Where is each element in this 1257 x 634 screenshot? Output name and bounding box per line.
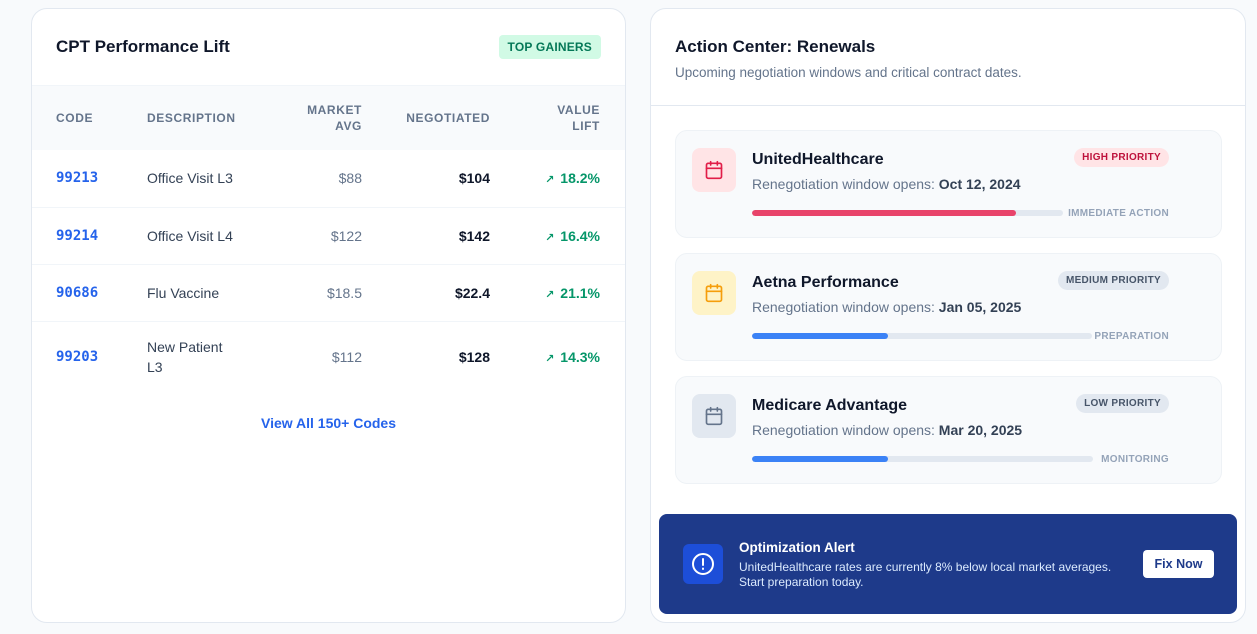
renegotiation-window: Renegotiation window opens: Oct 12, 2024 <box>752 176 1021 192</box>
lift-percent: 14.3% <box>560 349 600 366</box>
calendar-icon <box>692 271 736 315</box>
negotiated-value: $128 <box>458 349 490 366</box>
alert-message: UnitedHealthcare rates are currently 8% … <box>739 560 1112 589</box>
trend-up-icon: ↗ <box>545 353 555 366</box>
calendar-icon <box>692 148 736 192</box>
progress-bar <box>752 333 1092 339</box>
progress-fill <box>752 333 888 339</box>
calendar-icon <box>692 394 736 438</box>
progress-bar <box>752 456 1093 462</box>
column-header-market-avg[interactable]: MARKET AVG <box>307 103 362 133</box>
cpt-description: Office Visit L4 <box>147 207 262 265</box>
column-header-negotiated[interactable]: NEGOTIATED <box>406 111 490 125</box>
cpt-description: Flu Vaccine <box>147 264 262 322</box>
table-row[interactable]: 99203 New Patient L3 $112 $128 ↗ 14.3% <box>32 321 625 393</box>
payer-name: Medicare Advantage <box>752 397 908 414</box>
payer-name: Aetna Performance <box>752 274 899 291</box>
cpt-card-title: CPT Performance Lift <box>56 37 230 56</box>
table-row[interactable]: 90686 Flu Vaccine $18.5 $22.4 ↗ 21.1% <box>32 264 625 322</box>
cpt-description: New Patient L3 <box>147 339 223 376</box>
column-header-value-lift[interactable]: VALUE LIFT <box>557 103 600 133</box>
progress-fill <box>752 210 1017 216</box>
renegotiation-date: Mar 20, 2025 <box>938 422 1023 438</box>
fix-now-button[interactable]: Fix Now <box>1143 550 1214 578</box>
market-avg-value: $122 <box>262 207 362 265</box>
renewal-item-aetna[interactable]: Aetna Performance Renegotiation window o… <box>675 253 1222 361</box>
renewal-item-unitedhealthcare[interactable]: UnitedHealthcare Renegotiation window op… <box>675 130 1222 238</box>
cpt-code[interactable]: 99213 <box>32 150 147 208</box>
column-header-code[interactable]: CODE <box>56 111 94 125</box>
cpt-table-header: CODE DESCRIPTION MARKET AVG NEGOTIATED V… <box>32 86 625 150</box>
optimization-alert: Optimization Alert UnitedHealthcare rate… <box>659 514 1237 614</box>
payer-name: UnitedHealthcare <box>752 151 884 168</box>
renegotiation-window: Renegotiation window opens: Jan 05, 2025 <box>752 299 1022 315</box>
table-row[interactable]: 99213 Office Visit L3 $88 $104 ↗ 18.2% <box>32 150 625 208</box>
column-header-description[interactable]: DESCRIPTION <box>147 111 236 125</box>
priority-badge: HIGH PRIORITY <box>1074 148 1169 167</box>
progress-bar <box>752 210 1063 216</box>
renewals-card-subtitle: Upcoming negotiation windows and critica… <box>675 65 1022 80</box>
market-avg-value: $88 <box>262 150 362 208</box>
market-avg-value: $18.5 <box>262 264 362 322</box>
view-all-codes-link[interactable]: View All 150+ Codes <box>260 415 396 431</box>
renegotiation-date: Oct 12, 2024 <box>938 176 1021 192</box>
lift-percent: 16.4% <box>560 227 600 244</box>
status-label: IMMEDIATE ACTION <box>1068 208 1169 219</box>
renewals-card: Action Center: Renewals Upcoming negotia… <box>650 8 1246 623</box>
priority-badge: MEDIUM PRIORITY <box>1057 271 1169 290</box>
negotiated-value: $142 <box>362 207 490 265</box>
value-lift: ↗ 16.4% <box>490 207 625 265</box>
negotiated-value: $104 <box>362 150 490 208</box>
cpt-description: Office Visit L3 <box>147 150 262 208</box>
renewal-item-medicare[interactable]: Medicare Advantage Renegotiation window … <box>675 376 1222 484</box>
alert-circle-icon <box>683 544 723 584</box>
top-gainers-badge: TOP GAINERS <box>498 35 601 59</box>
trend-up-icon: ↗ <box>545 174 555 187</box>
table-row[interactable]: 99214 Office Visit L4 $122 $142 ↗ 16.4% <box>32 207 625 265</box>
value-lift: ↗ 21.1% <box>490 264 625 322</box>
value-lift: ↗ 14.3% <box>490 321 625 393</box>
priority-badge: LOW PRIORITY <box>1076 394 1169 413</box>
status-label: PREPARATION <box>1094 331 1169 342</box>
trend-up-icon: ↗ <box>545 231 555 244</box>
negotiated-value: $22.4 <box>362 264 490 322</box>
alert-title: Optimization Alert <box>739 540 855 555</box>
lift-percent: 21.1% <box>560 284 600 301</box>
cpt-table: CODE DESCRIPTION MARKET AVG NEGOTIATED V… <box>32 86 625 393</box>
lift-percent: 18.2% <box>560 170 600 187</box>
renewals-card-title: Action Center: Renewals <box>675 37 876 56</box>
cpt-code[interactable]: 99214 <box>32 207 147 265</box>
cpt-performance-card: CPT Performance Lift TOP GAINERS CODE DE… <box>31 8 626 623</box>
trend-up-icon: ↗ <box>545 288 555 301</box>
cpt-code[interactable]: 99203 <box>56 349 99 366</box>
renegotiation-window: Renegotiation window opens: Mar 20, 2025 <box>752 422 1023 438</box>
renegotiation-date: Jan 05, 2025 <box>938 299 1022 315</box>
status-label: MONITORING <box>1101 454 1169 465</box>
progress-fill <box>752 456 889 462</box>
market-avg-value: $112 <box>331 349 362 366</box>
cpt-card-header: CPT Performance Lift TOP GAINERS <box>32 9 625 86</box>
value-lift: ↗ 18.2% <box>490 150 625 208</box>
cpt-code[interactable]: 90686 <box>32 264 147 322</box>
renewals-card-header: Action Center: Renewals Upcoming negotia… <box>651 9 1245 106</box>
